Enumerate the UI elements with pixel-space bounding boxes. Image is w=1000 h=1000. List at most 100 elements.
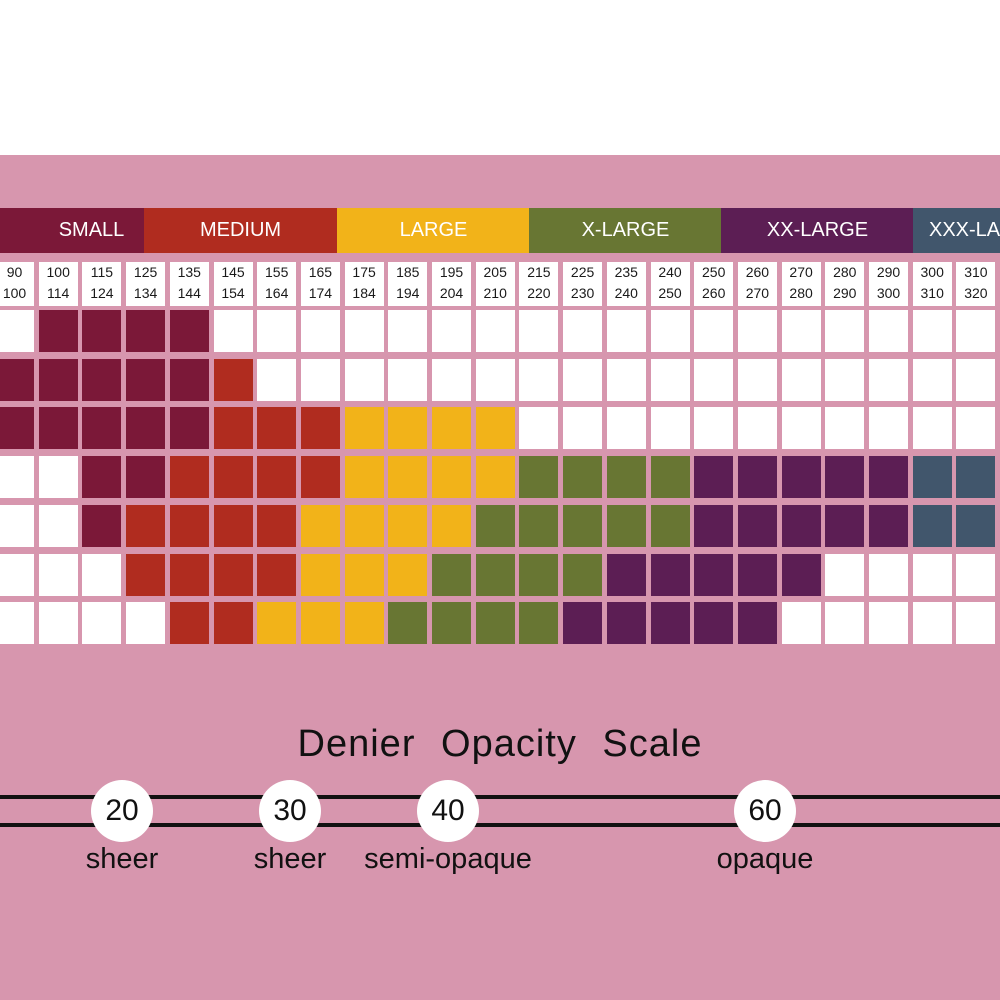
grid-cell-empty: [475, 358, 515, 401]
grid-cell-large: [344, 407, 384, 450]
grid-cell-xx-large: [737, 602, 777, 645]
grid-cell-x-large: [475, 504, 515, 547]
grid-cell-medium: [257, 504, 297, 547]
denier-value-20: 20: [91, 780, 153, 842]
grid-cell-empty: [869, 358, 908, 401]
grid-cell-xx-large: [694, 456, 734, 499]
grid-cell-large: [432, 504, 471, 547]
grid-cell-xxx-large: [956, 456, 996, 499]
weight-range-cell: 225 230: [563, 262, 603, 306]
weight-range-bottom: 280: [789, 285, 813, 301]
grid-cell-small: [82, 358, 122, 401]
weight-range-top: 260: [745, 264, 770, 280]
grid-cell-empty: [432, 358, 471, 401]
grid-cell-xx-large: [781, 504, 821, 547]
grid-cell-empty: [344, 310, 384, 352]
grid-cell-x-large: [388, 602, 428, 645]
grid-cell-medium: [126, 553, 166, 596]
grid-cell-medium: [300, 456, 340, 499]
grid-cell-empty: [563, 310, 603, 352]
grid-cell-empty: [869, 407, 908, 450]
weight-range-top: 250: [702, 264, 726, 280]
grid-cell-xx-large: [694, 602, 734, 645]
grid-cell-empty: [737, 358, 777, 401]
grid-cell-x-large: [519, 553, 559, 596]
grid-cell-small: [82, 504, 122, 547]
grid-cell-large: [388, 456, 428, 499]
weight-range-top: 145: [221, 264, 245, 280]
grid-cell-small: [82, 407, 122, 450]
grid-cell-small: [38, 358, 78, 401]
grid-cell-empty: [825, 602, 865, 645]
weight-range-bottom: 134: [133, 285, 158, 301]
grid-cell-large: [344, 602, 384, 645]
grid-cell-x-large: [519, 602, 559, 645]
weight-range-bottom: 144: [177, 285, 201, 301]
grid-cell-empty: [344, 358, 384, 401]
weight-range-bottom: 194: [396, 285, 420, 301]
weight-range-top: 90: [6, 264, 23, 280]
grid-cell-empty: [0, 310, 34, 352]
grid-cell-xx-large: [781, 456, 821, 499]
grid-cell-empty: [737, 310, 777, 352]
size-header-x-large: X-LARGE: [529, 208, 722, 253]
weight-range-cell: 115 124: [82, 262, 122, 306]
grid-cell-xxx-large: [912, 504, 952, 547]
weight-range-cell: 270 280: [781, 262, 821, 306]
grid-cell-empty: [300, 310, 340, 352]
grid-cell-empty: [0, 553, 34, 596]
weight-range-cell: 135 144: [169, 262, 209, 306]
weight-range-bottom: 250: [658, 285, 682, 301]
grid-cell-empty: [82, 553, 122, 596]
grid-cell-x-large: [519, 456, 559, 499]
weight-range-bottom: 154: [221, 285, 245, 301]
grid-cell-medium: [169, 504, 209, 547]
grid-cell-empty: [606, 407, 646, 450]
grid-cell-empty: [956, 602, 996, 645]
grid-cell-large: [300, 602, 340, 645]
grid-cell-xx-large: [563, 602, 603, 645]
grid-cell-empty: [956, 310, 996, 352]
weight-range-top: 310: [964, 264, 988, 280]
weight-range-top: 280: [833, 264, 857, 280]
grid-cell-x-large: [650, 456, 690, 499]
grid-cell-empty: [650, 310, 690, 352]
grid-cell-empty: [956, 358, 996, 401]
grid-cell-medium: [169, 602, 209, 645]
weight-range-cell: 165 174: [300, 262, 340, 306]
grid-cell-empty: [388, 358, 428, 401]
weight-range-bottom: 270: [745, 285, 770, 301]
grid-cell-empty: [300, 358, 340, 401]
grid-cell-empty: [650, 358, 690, 401]
grid-cell-large: [257, 602, 297, 645]
grid-cell-medium: [126, 504, 166, 547]
grid-cell-large: [388, 407, 428, 450]
grid-cell-small: [126, 407, 166, 450]
weight-range-bottom: 164: [265, 285, 289, 301]
grid-cell-large: [344, 553, 384, 596]
weight-range-cell: 250 260: [694, 262, 734, 306]
grid-cell-large: [432, 456, 471, 499]
grid-cell-large: [475, 407, 515, 450]
grid-cell-small: [169, 358, 209, 401]
grid-cell-empty: [38, 456, 78, 499]
grid-cell-large: [388, 553, 428, 596]
weight-range-bottom: 290: [833, 285, 857, 301]
grid-cell-empty: [606, 310, 646, 352]
weight-range-cell: 155 164: [257, 262, 297, 306]
grid-cell-medium: [169, 553, 209, 596]
grid-cell-x-large: [650, 504, 690, 547]
size-chart-panel: SMALLMEDIUMLARGEX-LARGEXX-LARGEXXX-LARGE…: [0, 155, 1000, 1000]
weight-range-bottom: 174: [308, 285, 333, 301]
grid-cell-xx-large: [694, 504, 734, 547]
grid-cell-empty: [912, 407, 952, 450]
grid-cell-empty: [781, 310, 821, 352]
weight-range-cell: 235 240: [606, 262, 646, 306]
grid-cell-x-large: [606, 504, 646, 547]
grid-cell-empty: [650, 407, 690, 450]
grid-cell-empty: [825, 358, 865, 401]
grid-cell-empty: [694, 310, 734, 352]
weight-range-cell: 185 194: [388, 262, 428, 306]
grid-cell-xx-large: [606, 553, 646, 596]
weight-range-bottom: 220: [527, 285, 551, 301]
